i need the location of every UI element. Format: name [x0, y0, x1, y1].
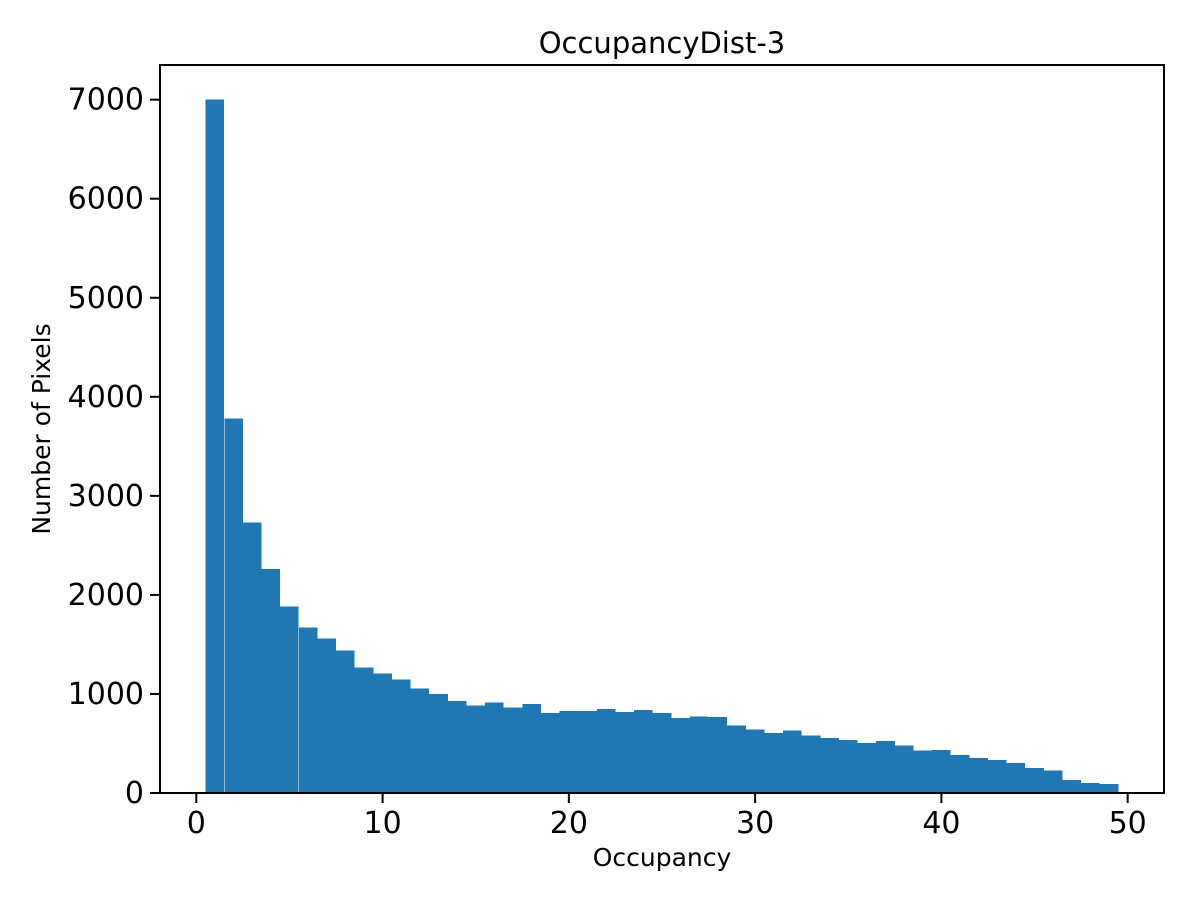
- histogram-bar: [615, 711, 635, 793]
- x-tick-label: 20: [550, 806, 588, 841]
- histogram-bar: [745, 729, 765, 793]
- histogram-bar: [224, 418, 243, 793]
- chart-title: OccupancyDist-3: [538, 26, 786, 60]
- histogram-bar: [391, 679, 411, 793]
- histogram-bar: [559, 710, 579, 793]
- histogram-bar: [932, 749, 951, 793]
- histogram-bar: [522, 703, 541, 793]
- histogram-bar: [317, 638, 337, 793]
- histogram-bar: [671, 718, 690, 793]
- histogram-bar: [857, 743, 877, 793]
- axes-frame: [159, 64, 1165, 794]
- histogram-bar: [485, 702, 504, 793]
- x-axis-label: Occupancy: [592, 843, 732, 872]
- histogram-bar: [689, 716, 709, 793]
- histogram-bar: [429, 694, 448, 793]
- histogram-bar: [950, 754, 970, 793]
- histogram-bar: [1025, 767, 1044, 793]
- y-tick-label: 1000: [68, 677, 144, 712]
- histogram-bar: [298, 627, 318, 793]
- histogram-bar: [578, 710, 597, 793]
- histogram-bar: [969, 757, 988, 793]
- y-tick-label: 0: [125, 776, 144, 811]
- y-tick-label: 5000: [68, 281, 144, 316]
- histogram-bar: [820, 738, 839, 793]
- histogram-bar: [764, 733, 784, 793]
- x-tick-label: 10: [363, 806, 401, 841]
- y-tick-label: 6000: [68, 182, 144, 217]
- histogram-bar: [261, 569, 281, 793]
- histogram-bar: [466, 705, 486, 793]
- histogram-bar: [447, 700, 467, 793]
- histogram-bar: [540, 712, 560, 793]
- histogram-bar: [1099, 784, 1119, 793]
- histogram-bar: [839, 740, 858, 793]
- y-tick-label: 3000: [68, 479, 144, 514]
- histogram-bar: [727, 725, 746, 793]
- x-tick-label: 30: [736, 806, 774, 841]
- histogram-bar: [1062, 779, 1082, 793]
- x-tick-label: 40: [922, 806, 960, 841]
- histogram-bar: [354, 667, 374, 793]
- y-tick-label: 4000: [68, 380, 144, 415]
- histogram-bar: [913, 750, 933, 793]
- histogram-bar: [894, 745, 914, 793]
- histogram-bar: [1043, 770, 1063, 793]
- histogram-bar: [988, 759, 1007, 793]
- histogram-bar: [410, 688, 430, 793]
- histogram-bar: [373, 673, 392, 793]
- histogram-bar: [708, 717, 728, 793]
- histogram-bar: [596, 708, 616, 793]
- histogram-bar: [503, 707, 523, 793]
- histogram-bar: [336, 650, 355, 793]
- histogram-bar: [783, 730, 802, 793]
- histogram-bar: [876, 741, 895, 793]
- histogram-bar: [1006, 762, 1026, 793]
- histogram-bar: [205, 99, 225, 793]
- x-tick-label: 50: [1109, 806, 1147, 841]
- histogram-bar: [801, 735, 821, 793]
- histogram-bar: [242, 522, 262, 793]
- x-tick-label: 0: [187, 806, 206, 841]
- histogram-bar: [280, 606, 299, 793]
- y-tick-label: 7000: [68, 83, 144, 118]
- histogram-bar: [652, 712, 672, 793]
- y-axis-label: Number of Pixels: [27, 323, 56, 535]
- histogram-bar: [634, 709, 653, 793]
- y-tick-label: 2000: [68, 578, 144, 613]
- histogram-bar: [1081, 783, 1100, 793]
